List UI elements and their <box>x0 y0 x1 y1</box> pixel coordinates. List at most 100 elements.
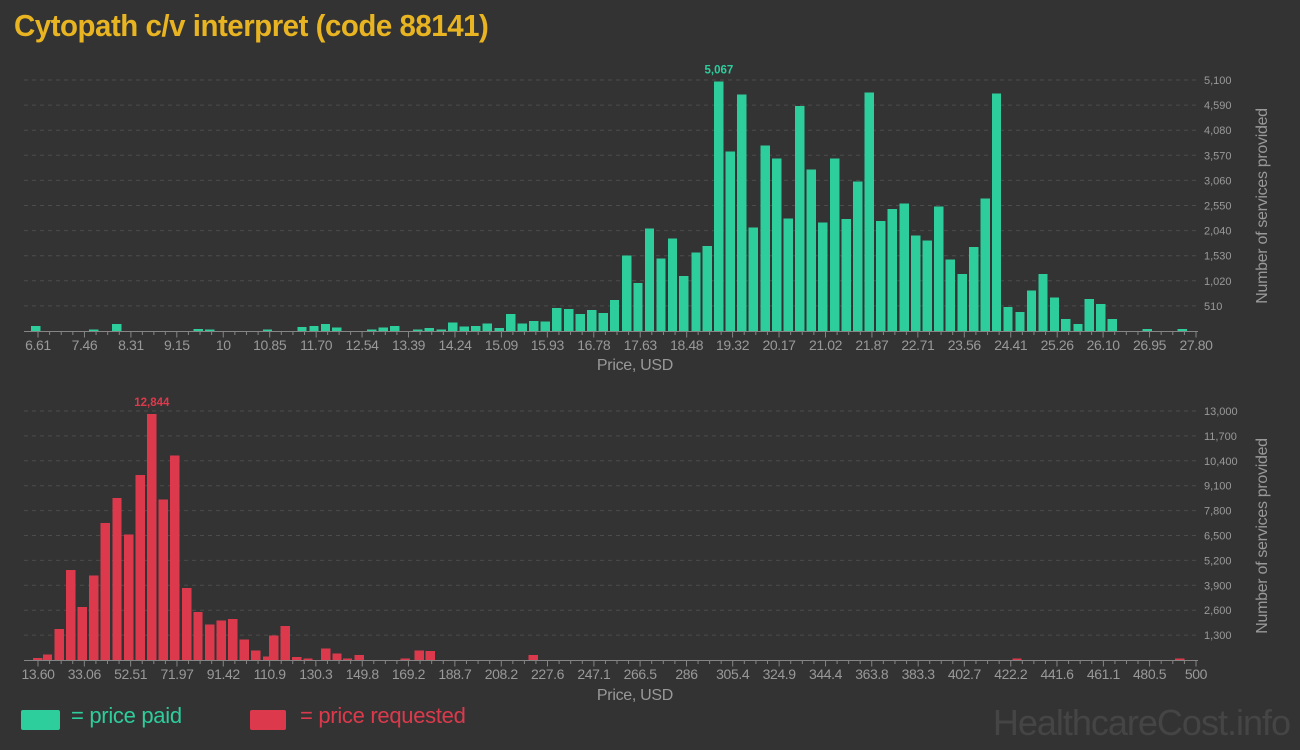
price-paid-histogram-bar <box>795 106 805 331</box>
y-tick-label: 3,570 <box>1204 150 1232 162</box>
price-paid-histogram-bar <box>598 312 608 331</box>
y-tick-label: 2,550 <box>1204 201 1232 213</box>
price-paid-histogram-bar <box>911 235 921 331</box>
price-requested-histogram-bar <box>124 534 134 660</box>
y-tick-label: 13,000 <box>1204 406 1238 418</box>
price-paid-histogram-bar <box>482 323 492 331</box>
price-paid-histogram-bar <box>320 324 331 331</box>
y-tick-label: 6,500 <box>1204 531 1232 543</box>
price-paid-histogram-bar <box>679 275 689 331</box>
price-paid-histogram-bar <box>748 227 758 331</box>
x-tick-label: 383.3 <box>902 666 936 682</box>
price-requested-histogram-bar <box>303 658 313 660</box>
price-paid-histogram-bar <box>517 323 527 331</box>
x-tick-label: 110.9 <box>254 666 287 682</box>
x-tick-label: 19.32 <box>716 337 750 353</box>
y-tick-label: 3,060 <box>1204 175 1232 187</box>
price-requested-histogram-bar <box>291 657 302 660</box>
price-paid-histogram-bar <box>922 240 932 331</box>
price-paid-histogram-bar <box>204 329 215 331</box>
x-tick-label: 247.1 <box>577 666 611 682</box>
price-requested-histogram-bar <box>158 499 168 660</box>
x-tick-label: 20.17 <box>763 337 797 353</box>
price-paid-histogram-bar <box>830 158 840 331</box>
price-requested-histogram-bar <box>1012 658 1022 660</box>
x-tick-label: 480.5 <box>1133 666 1167 682</box>
price-paid-histogram-bar <box>656 258 666 331</box>
price-paid-histogram-bar <box>1061 319 1071 331</box>
price-requested-histogram-bar <box>65 570 76 660</box>
x-tick-label: 17.63 <box>624 337 658 353</box>
y-tick-label: 7,800 <box>1204 506 1232 518</box>
x-tick-label: 324.9 <box>763 666 797 682</box>
x-tick-label: 7.46 <box>72 337 98 353</box>
y-tick-label: 4,080 <box>1204 125 1232 137</box>
price-paid-histogram-bar <box>876 220 886 331</box>
price-paid-histogram-bar <box>691 252 701 331</box>
x-tick-label: 14.24 <box>438 337 472 353</box>
price-paid-histogram-bar <box>1015 311 1025 331</box>
x-tick-label: 10 <box>216 337 231 353</box>
y-tick-label: 4,590 <box>1204 100 1232 112</box>
x-tick-label: 227.6 <box>531 666 565 682</box>
price-paid-histogram-bar <box>1026 290 1037 331</box>
y-tick-label: 2,040 <box>1204 226 1232 238</box>
price-paid-histogram-bar <box>540 321 550 331</box>
y-tick-label: 5,100 <box>1204 75 1232 87</box>
price-paid-histogram-bar <box>933 206 944 331</box>
legend-swatch-price-paid <box>21 710 60 730</box>
price-paid-histogram-bar <box>783 218 793 331</box>
price-paid-histogram-bar <box>772 158 782 331</box>
price-paid-histogram-bar <box>332 327 342 331</box>
x-tick-label: 12.54 <box>346 337 380 353</box>
bottom-chart-xaxis-title: Price, USD <box>596 687 674 704</box>
y-tick-label: 1,300 <box>1204 630 1232 642</box>
price-paid-histogram-bar <box>262 329 273 331</box>
x-tick-label: 10.85 <box>253 337 287 353</box>
price-requested-histogram-bar <box>170 455 180 660</box>
price-requested-histogram-bar <box>42 654 53 660</box>
price-requested-histogram-bar <box>239 639 249 660</box>
price-paid-histogram-bar <box>436 329 446 331</box>
x-tick-label: 130.3 <box>299 666 333 682</box>
x-tick-label: 266.5 <box>624 666 658 682</box>
price-paid-histogram-bar <box>89 329 99 331</box>
price-requested-histogram-bar <box>77 607 87 660</box>
price-paid-histogram-bar <box>31 326 41 331</box>
price-requested-histogram-bar <box>320 648 331 660</box>
price-requested-histogram-bar <box>33 658 43 660</box>
x-tick-label: 422.2 <box>994 666 1028 682</box>
price-paid-histogram-bar <box>586 309 597 331</box>
price-paid-histogram-bar <box>551 307 562 331</box>
price-requested-histogram-bar <box>528 655 539 660</box>
price-requested-histogram-bar <box>181 587 192 660</box>
y-tick-label: 11,700 <box>1204 431 1237 443</box>
price-paid-histogram-bar <box>309 326 319 331</box>
y-tick-label: 3,900 <box>1204 580 1232 592</box>
price-requested-histogram-bar <box>1175 658 1185 660</box>
price-paid-histogram-bar <box>1177 329 1187 331</box>
price-paid-histogram-bar <box>506 313 516 331</box>
legend-label-price-requested: = price requested <box>300 703 466 728</box>
y-tick-label: 10,400 <box>1204 456 1238 468</box>
price-paid-histogram-bar <box>760 145 771 331</box>
price-paid-histogram-bar <box>818 222 828 331</box>
price-requested-histogram-bar <box>280 626 291 660</box>
price-paid-histogram-bar <box>899 203 909 331</box>
price-paid-histogram-bar <box>714 81 724 331</box>
price-paid-histogram-bar <box>633 282 643 331</box>
price-paid-histogram-bar <box>1096 303 1106 331</box>
price-requested-histogram: 1,300 2,600 3,900 5,200 6,500 7,800 9,100 10,40… <box>21 397 1237 682</box>
price-paid-histogram-bar <box>471 326 481 331</box>
price-paid-histogram-bar <box>1073 324 1083 331</box>
price-paid-histogram-bar <box>841 218 851 331</box>
price-paid-histogram-bar <box>864 92 874 331</box>
price-requested-histogram-bar <box>147 414 157 660</box>
price-requested-histogram-bar <box>400 658 411 660</box>
price-paid-histogram-bar <box>806 169 816 331</box>
price-paid-histogram-bar <box>1084 299 1095 331</box>
price-paid-histogram-bar <box>367 329 377 331</box>
top-chart-yaxis-title: Number of services provided <box>1254 108 1271 304</box>
